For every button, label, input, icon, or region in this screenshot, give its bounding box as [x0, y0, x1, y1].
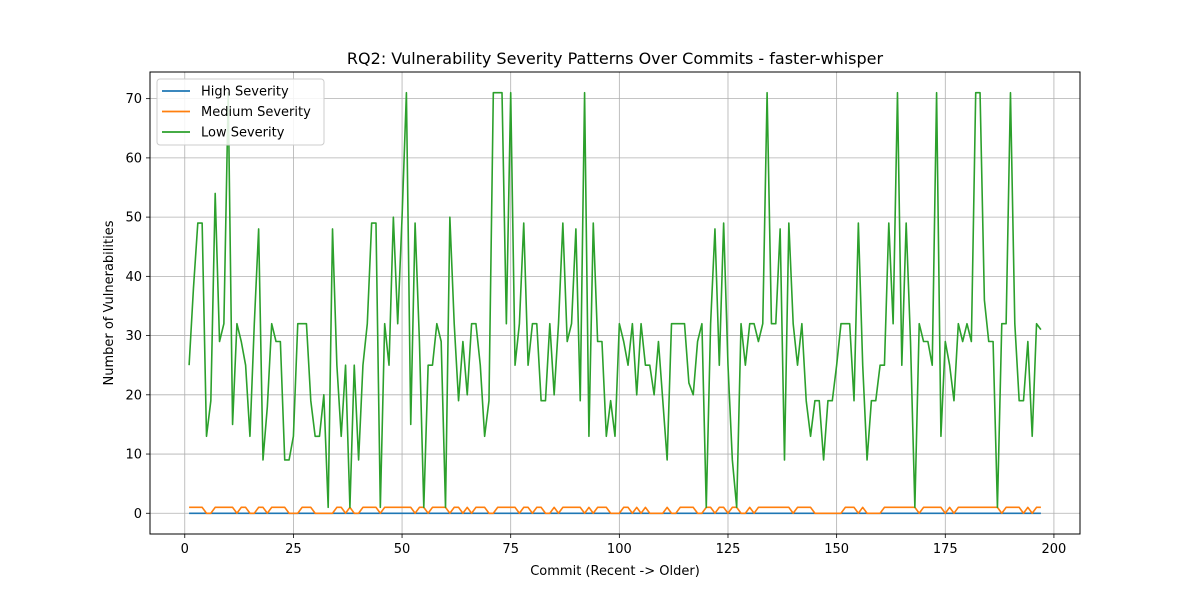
x-axis-label: Commit (Recent -> Older): [530, 564, 700, 579]
legend-entry-label: High Severity: [201, 85, 289, 100]
x-tick-label: 75: [502, 542, 519, 557]
series-line-medium-severity: [189, 506, 1041, 515]
y-tick-label: 60: [125, 151, 142, 166]
legend: High Severity Medium Severity Low Severity: [156, 78, 325, 146]
x-tick-label: 25: [285, 542, 302, 557]
y-axis-label: Number of Vulnerabilities: [102, 220, 117, 385]
legend-box: [156, 78, 325, 146]
chart-title: RQ2: Vulnerability Severity Patterns Ove…: [347, 49, 884, 68]
y-tick-label: 50: [125, 211, 142, 226]
x-tick-label: 50: [394, 542, 411, 557]
x-tick-label: 100: [607, 542, 632, 557]
y-tick-label: 0: [134, 507, 142, 522]
y-tick-label: 70: [125, 92, 142, 107]
y-tick-label: 30: [125, 329, 142, 344]
x-tick-label: 125: [716, 542, 741, 557]
y-tick-label: 20: [125, 388, 142, 403]
y-tick-label: 10: [125, 448, 142, 463]
y-tick-label: 40: [125, 270, 142, 285]
x-tick-label: 200: [1042, 542, 1067, 557]
x-tick-label: 150: [824, 542, 849, 557]
x-tick-label: 0: [181, 542, 189, 557]
plot-area-frame: [149, 71, 1081, 535]
legend-entry-label: Medium Severity: [201, 105, 311, 120]
tick-layer: 0 25 50 75 100 125 150 175 200 0 10 20 30 40 50 60 70: [125, 92, 1066, 557]
series-line-low-severity: [188, 91, 1042, 509]
x-tick-label: 175: [933, 542, 958, 557]
legend-entry-label: Low Severity: [201, 126, 285, 141]
series-layer: [188, 91, 1042, 515]
